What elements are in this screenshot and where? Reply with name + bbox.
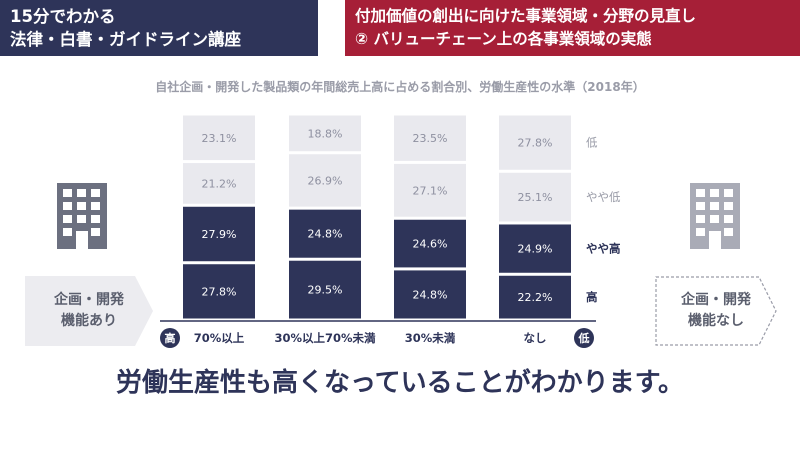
data-label: 24.8%	[308, 228, 343, 241]
header-left-line1: 15分でわかる	[10, 7, 116, 26]
data-label: 29.5%	[308, 284, 343, 297]
building-icon	[690, 183, 740, 249]
bar-segment	[394, 270, 466, 319]
bar-segment	[183, 206, 255, 262]
bar-segment	[289, 260, 361, 319]
axis-low-label: 低	[578, 331, 590, 345]
bar-segment	[289, 154, 361, 207]
data-label: 24.9%	[518, 243, 553, 256]
conclusion-text: 労働生産性も高くなっていることがわかります。	[115, 368, 685, 398]
series-label: やや低	[586, 190, 621, 204]
header-right-line2: ② バリューチェーン上の各事業領域の実態	[355, 30, 652, 48]
bar-segment	[499, 172, 571, 222]
axis-low-marker	[574, 328, 594, 348]
header-right-banner: 付加価値の創出に向けた事業領域・分野の見直し ② バリューチェーン上の各事業領域…	[345, 0, 800, 56]
data-label: 24.6%	[413, 238, 448, 251]
series-label: やや高	[586, 242, 621, 256]
category-label: 30%以上70%未満	[274, 331, 376, 345]
bar-segment	[183, 115, 255, 161]
series-label: 低	[586, 136, 598, 150]
bar-segment	[394, 219, 466, 268]
data-label: 27.8%	[518, 137, 553, 150]
bar-segment	[183, 163, 255, 204]
category-label: 30%未満	[405, 331, 456, 345]
data-label: 22.2%	[518, 291, 553, 304]
chart-title: 自社企画・開発した製品類の年間総売上高に占める割合別、労働生産性の水準（2018…	[155, 80, 645, 94]
header-left-banner: 15分でわかる 法律・白書・ガイドライン講座	[0, 0, 318, 56]
data-label: 18.8%	[308, 127, 343, 140]
data-label: 27.9%	[202, 228, 237, 241]
bar-segment	[394, 115, 466, 161]
data-label: 23.1%	[202, 132, 237, 145]
bar-segment	[499, 275, 571, 319]
data-label: 27.8%	[202, 285, 237, 298]
left-label-box: 企画・開発 機能あり	[25, 276, 153, 346]
data-label: 23.5%	[413, 132, 448, 145]
left-label-text: 企画・開発 機能あり	[54, 292, 124, 329]
bar-segment	[499, 224, 571, 273]
series-label: 高	[586, 290, 598, 304]
bar-segment	[183, 264, 255, 319]
bar-segment	[289, 209, 361, 258]
category-label: なし	[524, 331, 547, 345]
data-label: 27.1%	[413, 184, 448, 197]
bar-segment	[289, 115, 361, 152]
bar-segment	[499, 115, 571, 170]
bar-segment	[394, 163, 466, 217]
building-icon	[57, 183, 107, 249]
axis-high-label: 高	[165, 331, 176, 345]
axis-high-marker	[160, 328, 180, 348]
category-label: 70%以上	[194, 331, 245, 345]
data-label: 26.9%	[308, 174, 343, 187]
header-right-line1: 付加価値の創出に向けた事業領域・分野の見直し	[355, 7, 697, 25]
right-label-box: 企画・開発 機能なし	[655, 276, 777, 346]
data-label: 21.2%	[202, 177, 237, 190]
right-label-text: 企画・開発 機能なし	[681, 292, 751, 329]
data-label: 25.1%	[518, 191, 553, 204]
header-left-line2: 法律・白書・ガイドライン講座	[10, 30, 241, 49]
data-label: 24.8%	[413, 288, 448, 301]
